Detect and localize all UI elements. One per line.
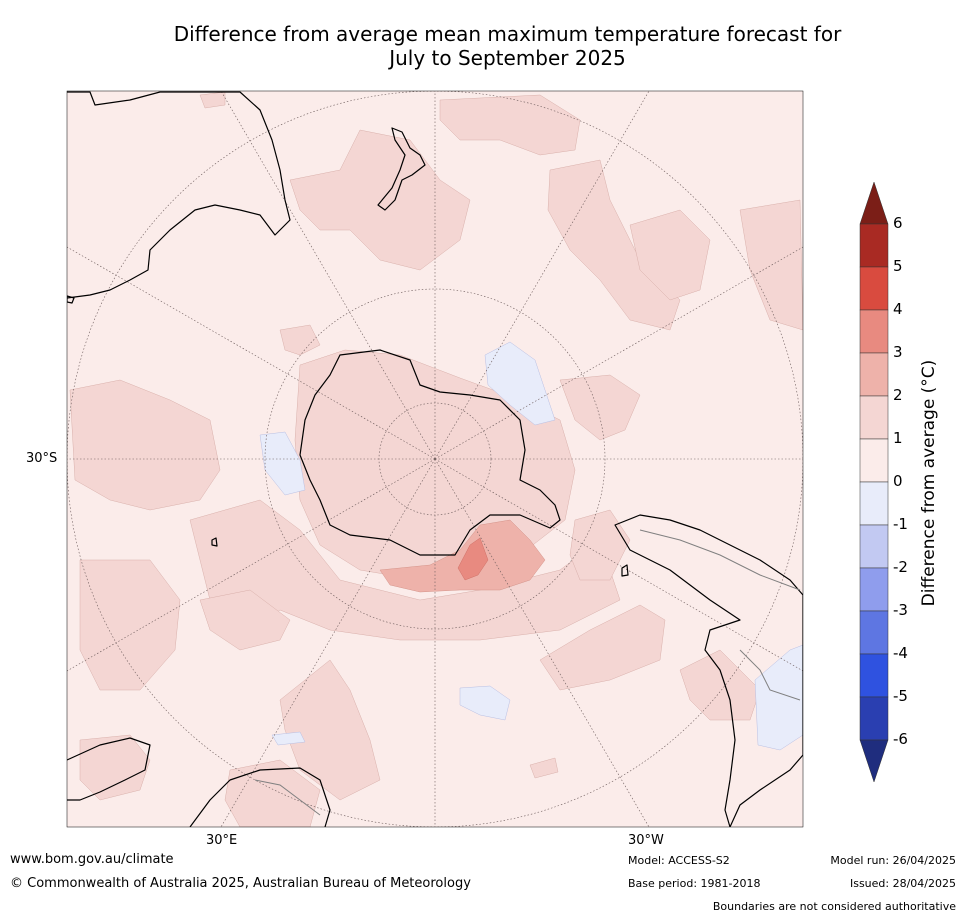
colorbar-tick: 5 — [893, 257, 903, 275]
island-coastline — [211, 537, 218, 547]
meridian — [434, 458, 650, 827]
colorbar-tick: 4 — [893, 300, 903, 318]
colorbar-tick: -2 — [893, 558, 908, 576]
colorbar-under-triangle — [859, 739, 889, 783]
anomaly-patch — [539, 604, 666, 691]
colorbar-bin-5-to-6 — [859, 223, 889, 268]
colorbar-title: Difference from average (°C) — [919, 359, 939, 607]
map-frame — [66, 90, 804, 828]
colorbar-tick: -3 — [893, 601, 908, 619]
colorbar-tick: -4 — [893, 644, 908, 662]
model-run-text: Model run: 26/04/2025 — [830, 854, 956, 867]
meridian — [67, 246, 436, 460]
boundary-line — [739, 649, 801, 701]
anomaly-minus-1-to-0 — [259, 341, 803, 751]
graticule — [67, 91, 803, 827]
colorbar-tick: -1 — [893, 515, 908, 533]
negative-patch — [271, 731, 306, 746]
island-coastline — [67, 295, 75, 304]
negative-patch — [754, 644, 803, 751]
country-boundaries — [254, 529, 801, 816]
anomaly-patch — [224, 759, 321, 827]
colorbar-bin-minus2-to-minus1 — [859, 524, 889, 569]
south-america-coastline — [614, 514, 803, 827]
title-line-2: July to September 2025 — [389, 46, 626, 70]
latitude-label-30s: 30°S — [26, 451, 58, 466]
negative-patch — [259, 431, 306, 496]
colorbar-bin-minus5-to-minus4 — [859, 653, 889, 698]
island-coastline — [621, 564, 629, 577]
negative-patch — [484, 341, 556, 426]
colorbar-tick: 2 — [893, 386, 903, 404]
issued-text: Issued: 28/04/2025 — [849, 877, 956, 890]
colorbar-bin-minus6-to-minus5 — [859, 696, 889, 741]
meridian — [434, 246, 803, 460]
chart-title: Difference from average mean maximum tem… — [60, 22, 955, 70]
base-period-text: Base period: 1981-2018 — [628, 877, 761, 890]
colorbar-tick: 3 — [893, 343, 903, 361]
anomaly-patch — [547, 159, 681, 331]
anomaly-3-to-4 — [457, 537, 489, 581]
boundary-line — [254, 779, 321, 816]
meridian — [220, 458, 436, 827]
anomaly-patch — [739, 199, 803, 331]
anomaly-patch — [679, 649, 761, 721]
anomaly-patch — [559, 374, 641, 441]
meridian — [434, 91, 650, 460]
title-line-1: Difference from average mean maximum tem… — [173, 22, 842, 46]
anomaly-patch — [629, 209, 711, 301]
anomaly-1-to-2 — [69, 91, 803, 827]
colorbar-bin-2-to-3 — [859, 352, 889, 397]
negative-patch — [459, 685, 511, 721]
anomaly-patch — [279, 324, 321, 356]
antarctica-coastline — [299, 349, 561, 556]
colorbar-bin-3-to-4 — [859, 309, 889, 354]
new-zealand-coastline — [377, 127, 426, 211]
coastlines — [67, 91, 803, 827]
copyright-text: © Commonwealth of Australia 2025, Austra… — [10, 876, 471, 891]
colorbar-tick: 6 — [893, 214, 903, 232]
colorbar — [859, 181, 889, 783]
anomaly-patch — [199, 91, 226, 109]
australia-coastline — [67, 91, 291, 299]
disclaimer-text: Boundaries are not considered authoritat… — [712, 900, 956, 913]
colorbar-bin-minus4-to-minus3 — [859, 610, 889, 655]
longitude-label-30e: 30°E — [206, 833, 238, 848]
meridian — [434, 458, 803, 672]
colorbar-bin-4-to-5 — [859, 266, 889, 311]
africa-coastline — [67, 737, 151, 801]
meridian — [220, 91, 436, 460]
anomaly-patch — [199, 589, 291, 651]
anomaly-patch — [79, 559, 181, 691]
anomaly-2-to-3 — [379, 519, 546, 593]
latitude-circle — [264, 288, 606, 630]
colorbar-bin-1-to-2 — [859, 395, 889, 440]
meridian — [67, 458, 436, 672]
boundary-line — [639, 529, 801, 591]
anomaly-patch — [529, 757, 559, 779]
longitude-label-30w: 30°W — [628, 833, 664, 848]
colorbar-bin-minus3-to-minus2 — [859, 567, 889, 612]
colorbar-over-triangle — [859, 181, 889, 225]
colorbar-tick: 1 — [893, 429, 903, 447]
madagascar-coastline — [189, 767, 331, 827]
colorbar-tick: -6 — [893, 730, 908, 748]
colorbar-bin-minus1-to-0 — [859, 481, 889, 526]
anomaly-patch — [69, 379, 221, 511]
colorbar-bin-0-to-1 — [859, 438, 889, 483]
colorbar-tick: -5 — [893, 687, 908, 705]
website-link[interactable]: www.bom.gov.au/climate — [10, 852, 174, 867]
colorbar-tick: 0 — [893, 472, 903, 490]
anomaly-patch — [439, 94, 581, 156]
anomaly-patch — [79, 734, 151, 801]
model-text: Model: ACCESS-S2 — [628, 854, 730, 867]
